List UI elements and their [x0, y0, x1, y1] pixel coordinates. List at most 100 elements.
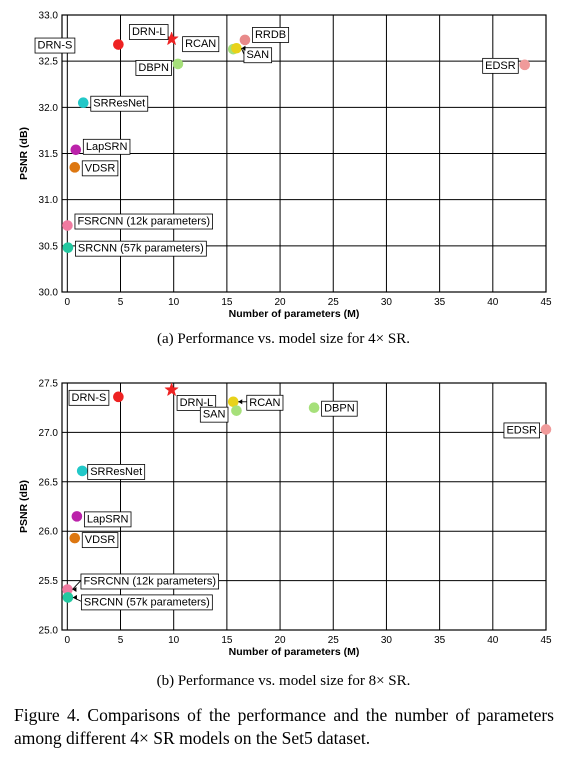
- point-drn-l: DRN-L: [129, 24, 179, 46]
- plot-frame: [61, 382, 547, 631]
- point-label-drn-l: DRN-L: [132, 26, 166, 38]
- label-box-dbpn: [321, 400, 358, 417]
- marker-vdsr: [69, 162, 81, 173]
- point-label-lapsrn: LapSRN: [86, 141, 128, 153]
- pointer-head-fsrcnn: [72, 586, 77, 592]
- x-tick-label: 35: [434, 297, 446, 308]
- marker-srcnn: [62, 242, 74, 253]
- y-tick-label: 32.5: [39, 57, 59, 68]
- pointer-head-srcnn: [72, 594, 77, 600]
- x-tick-label: 45: [540, 297, 552, 308]
- point-label-srresnet: SRResNet: [90, 466, 142, 478]
- point-lapsrn: LapSRN: [70, 138, 131, 156]
- point-label-edsr: EDSR: [506, 424, 537, 436]
- point-edsr: EDSR: [482, 57, 531, 74]
- y-tick-label: 25.5: [39, 576, 59, 587]
- x-tick-label: 30: [381, 297, 393, 308]
- label-box-lapsrn: [82, 138, 131, 155]
- y-tick-label: 26.0: [39, 527, 59, 538]
- label-box-vdsr: [81, 160, 119, 177]
- marker-fsrcnn: [62, 584, 73, 595]
- x-tick-label: 40: [487, 297, 499, 308]
- label-box-drn-s: [68, 389, 110, 406]
- point-san: SAN: [231, 42, 273, 64]
- y-tick-label: 32.0: [39, 103, 59, 114]
- x-axis-label: Number of parameters (M): [229, 646, 360, 658]
- point-fsrcnn: FSRCNN (12k parameters): [62, 213, 213, 231]
- point-drn-l: DRN-L: [164, 382, 217, 411]
- y-tick-label: 27.5: [39, 379, 59, 390]
- label-box-san: [199, 406, 229, 423]
- point-label-srcnn: SRCNN (57k parameters): [78, 243, 204, 255]
- marker-vdsr: [69, 532, 81, 544]
- x-tick-label: 0: [65, 297, 71, 308]
- subcaption-b: (b) Performance vs. model size for 8× SR…: [156, 673, 411, 689]
- point-vdsr: VDSR: [69, 532, 119, 549]
- point-label-dbpn: DBPN: [324, 403, 355, 415]
- point-fsrcnn: FSRCNN (12k parameters): [62, 573, 219, 595]
- marker-edsr: [519, 59, 531, 71]
- y-tick-label: 31.5: [39, 149, 59, 160]
- point-label-drn-s: DRN-S: [38, 40, 73, 52]
- subcaption-a: (a) Performance vs. model size for 4× SR…: [157, 331, 410, 347]
- label-box-srresnet: [87, 464, 146, 480]
- point-vdsr: VDSR: [69, 160, 119, 177]
- y-axis-label: PSNR (dB): [18, 480, 30, 533]
- point-drn-s: DRN-S: [34, 37, 124, 54]
- label-box-drn-l: [129, 24, 169, 40]
- x-tick-label: 15: [221, 635, 233, 646]
- point-label-drn-l: DRN-L: [180, 397, 214, 409]
- marker-drn-s: [113, 39, 124, 50]
- marker-san: [231, 42, 242, 54]
- label-box-dbpn: [135, 60, 172, 76]
- marker-rcan: [227, 396, 239, 408]
- marker-lapsrn: [71, 511, 83, 522]
- marker-star-drn-l: [164, 382, 179, 397]
- point-drn-s: DRN-S: [68, 389, 124, 406]
- label-box-fsrcnn: [74, 213, 213, 230]
- x-tick-label: 30: [381, 635, 393, 646]
- marker-rrdb: [239, 34, 251, 46]
- y-tick-label: 31.0: [39, 195, 59, 206]
- pointer-head-rcan: [238, 399, 243, 405]
- point-srresnet: SRResNet: [76, 464, 146, 480]
- chart-a-4x: 0 5 10 15 20 25 30 35 40 45 30.0 30.5 31.0 31.5 32.0 32…: [18, 11, 552, 321]
- plot-frame: [61, 14, 547, 293]
- point-rcan: RCAN: [227, 394, 284, 411]
- x-tick-label: 5: [118, 297, 124, 308]
- y-tick-label: 33.0: [39, 11, 59, 22]
- point-label-srresnet: SRResNet: [93, 98, 145, 110]
- x-tick-label: 5: [118, 635, 124, 646]
- point-rrdb: RRDB: [239, 27, 290, 46]
- x-tick-label: 20: [275, 635, 287, 646]
- marker-srcnn: [62, 592, 74, 603]
- label-box-srcnn: [81, 594, 213, 611]
- label-box-rrdb: [252, 27, 290, 43]
- point-label-rcan: RCAN: [249, 397, 280, 409]
- point-label-drn-s: DRN-S: [72, 392, 107, 404]
- pointer-head-san: [241, 45, 246, 51]
- label-box-edsr: [482, 57, 519, 74]
- chart-b-8x: 0 5 10 15 20 25 30 35 40 45 25.0 25.5 26.0 26.5 27.0 27…: [18, 379, 552, 659]
- marker-srresnet: [76, 465, 88, 477]
- point-label-dbpn: DBPN: [138, 62, 169, 74]
- label-box-vdsr: [81, 532, 119, 549]
- x-tick-label: 25: [328, 635, 340, 646]
- marker-fsrcnn: [62, 220, 73, 231]
- label-box-srresnet: [90, 95, 149, 112]
- x-tick-label: 25: [328, 297, 340, 308]
- marker-edsr: [540, 424, 552, 435]
- pointer-line-san: [241, 48, 245, 55]
- label-box-drn-s: [34, 37, 76, 54]
- marker-san: [231, 405, 242, 416]
- x-tick-label: 15: [221, 297, 233, 308]
- label-box-san: [243, 47, 273, 64]
- point-label-rrdb: RRDB: [255, 29, 286, 41]
- label-box-rcan: [246, 394, 284, 411]
- x-tick-label: 45: [540, 635, 552, 646]
- marker-dbpn: [172, 58, 184, 70]
- point-dbpn: DBPN: [308, 400, 358, 417]
- point-lapsrn: LapSRN: [71, 511, 132, 528]
- point-label-san: SAN: [246, 49, 269, 61]
- point-label-rcan: RCAN: [185, 38, 216, 50]
